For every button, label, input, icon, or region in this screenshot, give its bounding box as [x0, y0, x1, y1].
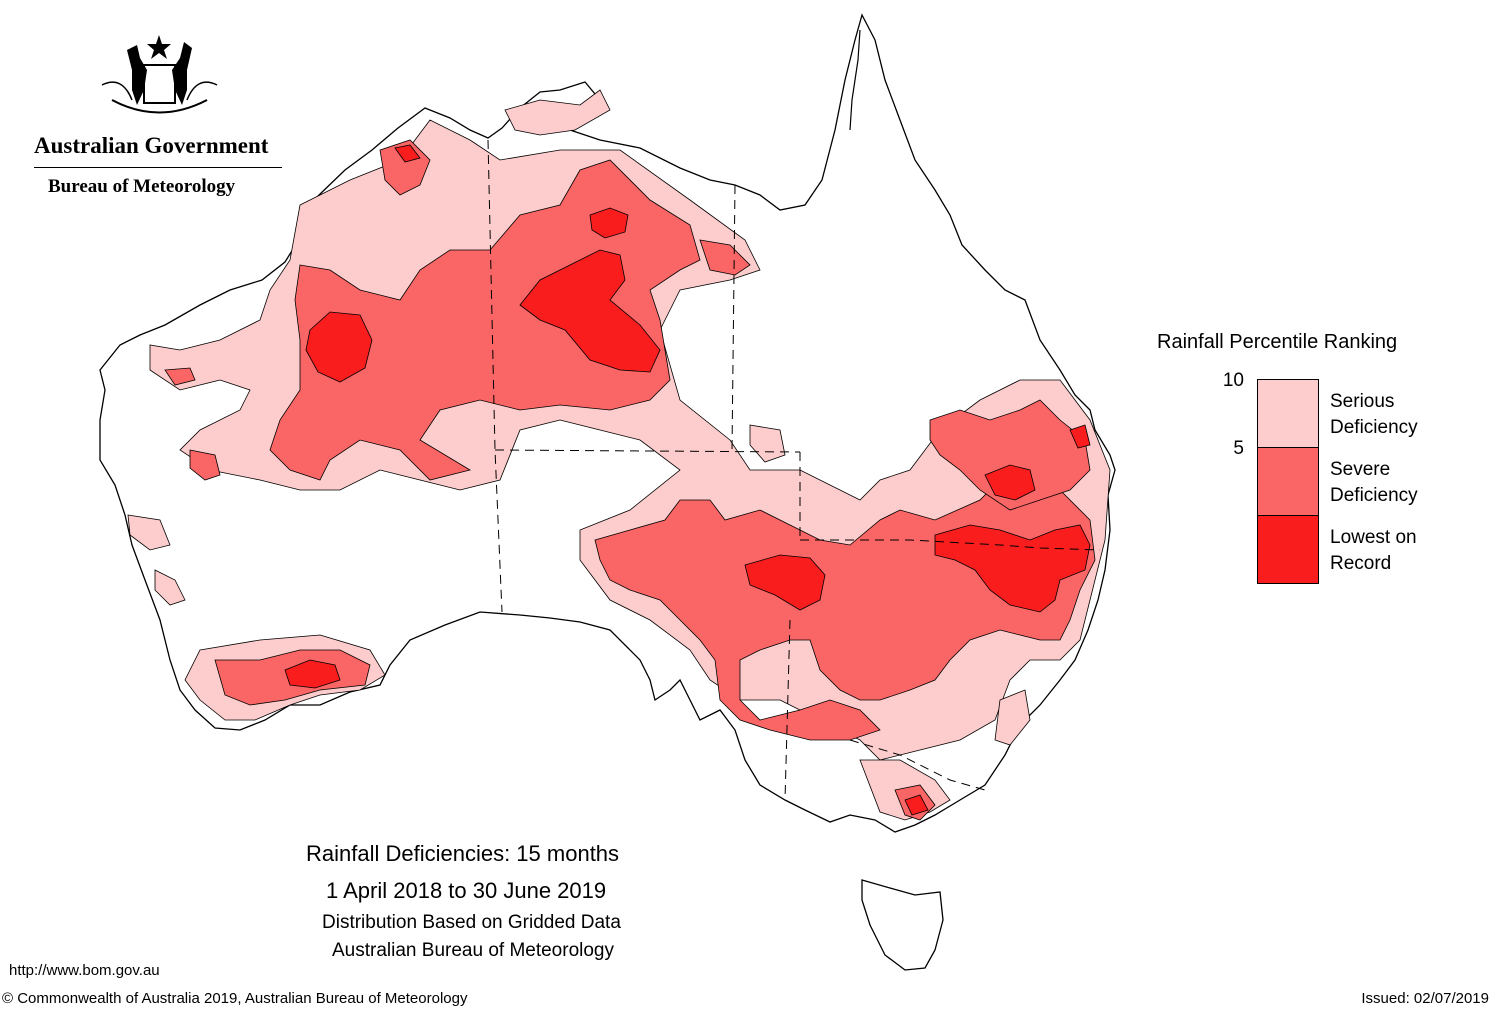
legend-tick-5: 5 [1233, 438, 1244, 459]
map-source: Australian Bureau of Meteorology [332, 940, 614, 961]
map-method: Distribution Based on Gridded Data [322, 912, 621, 933]
legend-swatch-lowest [1257, 515, 1319, 584]
legend-label-serious: Serious Deficiency [1330, 389, 1460, 441]
map-title: Rainfall Deficiencies: 15 months [306, 841, 620, 866]
legend-title: Rainfall Percentile Ranking [1157, 331, 1398, 353]
legend-label-lowest: Lowest on Record [1330, 525, 1460, 577]
copyright-notice: © Commonwealth of Australia 2019, Austra… [2, 990, 468, 1007]
legend-label-line: Deficiency [1330, 485, 1418, 506]
government-name: Australian Government [34, 133, 269, 158]
legend-label-severe: Severe Deficiency [1330, 457, 1460, 509]
map-period: 1 April 2018 to 30 June 2019 [326, 878, 607, 903]
legend-swatch-serious [1257, 379, 1319, 448]
severe-deficiency-areas [164, 139, 1096, 821]
legend-label-line: Deficiency [1330, 417, 1418, 438]
issued-date: Issued: 02/07/2019 [1361, 990, 1489, 1007]
divider [34, 167, 282, 168]
legend-swatch-severe [1257, 447, 1319, 516]
state-borders [487, 139, 1101, 801]
legend-tick-10: 10 [1222, 370, 1244, 391]
cape-york [849, 29, 861, 131]
legend-label-line: Lowest on [1330, 527, 1417, 548]
legend-label-line: Severe [1330, 459, 1391, 480]
lowest-on-record-areas [284, 144, 1091, 816]
legend-label-line: Record [1330, 553, 1392, 574]
legend-label-line: Serious [1330, 391, 1395, 412]
tasmania-outline [861, 879, 944, 971]
website-link[interactable]: http://www.bom.gov.au [9, 962, 160, 979]
coat-of-arms-icon [101, 35, 218, 114]
bureau-name: Bureau of Meteorology [48, 176, 236, 197]
